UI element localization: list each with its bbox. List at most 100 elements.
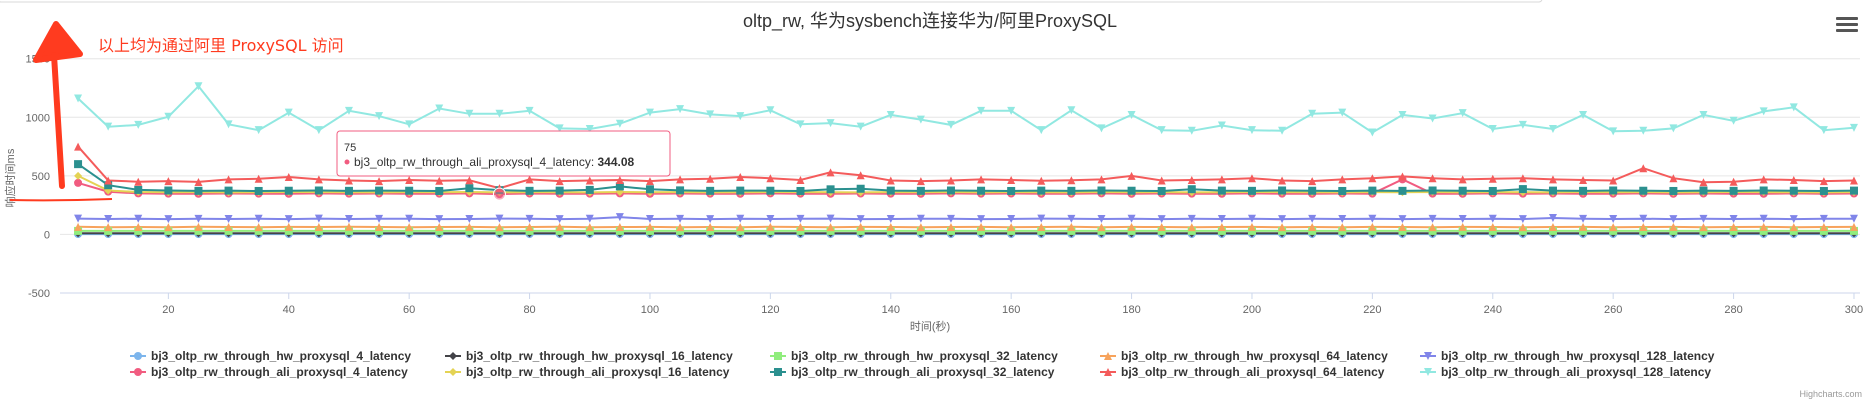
credits[interactable]: Highcharts.com	[1799, 389, 1862, 399]
data-point[interactable]	[1037, 176, 1046, 185]
data-point[interactable]	[254, 186, 263, 195]
data-point[interactable]	[645, 214, 654, 223]
data-point[interactable]	[1609, 176, 1618, 185]
data-point[interactable]	[1849, 123, 1858, 132]
data-point[interactable]	[314, 186, 323, 195]
data-point[interactable]	[886, 186, 895, 195]
data-point[interactable]	[1488, 214, 1497, 223]
data-point[interactable]	[1458, 214, 1467, 223]
data-point[interactable]	[1157, 126, 1166, 135]
data-point[interactable]	[134, 214, 143, 223]
data-point[interactable]	[164, 112, 173, 121]
data-point[interactable]	[555, 222, 564, 231]
data-point[interactable]	[375, 223, 384, 232]
data-point[interactable]	[736, 214, 745, 223]
legend-item[interactable]: bj3_oltp_rw_through_ali_proxysql_64_late…	[1100, 365, 1385, 379]
data-point[interactable]	[1548, 186, 1557, 195]
data-point[interactable]	[1217, 186, 1226, 195]
data-point[interactable]	[916, 177, 925, 186]
data-point[interactable]	[1067, 106, 1076, 115]
data-point[interactable]	[1007, 186, 1016, 195]
data-point[interactable]	[1458, 222, 1467, 231]
data-point[interactable]	[254, 214, 263, 223]
data-point[interactable]	[1007, 106, 1016, 115]
data-point[interactable]	[1424, 368, 1432, 376]
data-point[interactable]	[1548, 125, 1557, 133]
series-line[interactable]	[78, 225, 1855, 229]
data-point[interactable]	[796, 214, 805, 223]
data-point[interactable]	[1157, 215, 1166, 224]
data-point[interactable]	[585, 125, 594, 133]
data-point[interactable]	[525, 175, 534, 184]
data-point[interactable]	[977, 106, 986, 115]
data-point[interactable]	[766, 226, 775, 235]
data-point[interactable]	[1699, 214, 1708, 223]
data-point[interactable]	[344, 176, 353, 185]
legend-item[interactable]: bj3_oltp_rw_through_ali_proxysql_16_late…	[445, 365, 730, 379]
data-point[interactable]	[706, 215, 715, 224]
data-point[interactable]	[645, 177, 654, 186]
data-point[interactable]	[645, 222, 654, 231]
data-point[interactable]	[134, 120, 143, 129]
data-point[interactable]	[104, 176, 113, 185]
data-point[interactable]	[886, 223, 895, 232]
data-point[interactable]	[1639, 126, 1648, 135]
data-point[interactable]	[585, 185, 594, 194]
data-point[interactable]	[1819, 214, 1828, 223]
data-point[interactable]	[74, 94, 83, 103]
data-point[interactable]	[916, 186, 925, 195]
legend-item[interactable]: bj3_oltp_rw_through_ali_proxysql_32_late…	[770, 365, 1055, 379]
data-point[interactable]	[555, 215, 564, 224]
data-point[interactable]	[1368, 214, 1377, 223]
data-point[interactable]	[796, 175, 805, 184]
data-point[interactable]	[1639, 214, 1648, 223]
data-point[interactable]	[676, 214, 685, 223]
data-point[interactable]	[1187, 223, 1196, 232]
data-point[interactable]	[1308, 223, 1317, 232]
data-point[interactable]	[435, 104, 444, 113]
data-point[interactable]	[676, 223, 685, 232]
data-point[interactable]	[344, 222, 353, 231]
data-point[interactable]	[1067, 176, 1076, 185]
data-point[interactable]	[1729, 186, 1738, 195]
data-point[interactable]	[1187, 175, 1196, 184]
data-point[interactable]	[314, 175, 323, 184]
data-point[interactable]	[1037, 186, 1046, 195]
data-point[interactable]	[194, 226, 203, 235]
data-point[interactable]	[465, 184, 474, 193]
data-point[interactable]	[555, 124, 564, 133]
data-point[interactable]	[344, 106, 353, 115]
data-point[interactable]	[1247, 126, 1256, 135]
data-point[interactable]	[254, 174, 263, 183]
data-point[interactable]	[465, 222, 474, 231]
data-point[interactable]	[615, 175, 624, 184]
data-point[interactable]	[314, 223, 323, 232]
data-point[interactable]	[555, 186, 564, 195]
data-point[interactable]	[1669, 124, 1678, 133]
data-point[interactable]	[1819, 126, 1828, 135]
data-point[interactable]	[1729, 223, 1738, 232]
data-point[interactable]	[766, 174, 775, 183]
data-point[interactable]	[585, 176, 594, 185]
data-point[interactable]	[946, 214, 955, 223]
data-point[interactable]	[495, 109, 504, 118]
data-point[interactable]	[1157, 176, 1166, 185]
data-point[interactable]	[886, 110, 895, 119]
data-point[interactable]	[1127, 171, 1136, 180]
data-point[interactable]	[74, 214, 83, 223]
data-point[interactable]	[435, 223, 444, 232]
data-point[interactable]	[736, 173, 745, 182]
data-point[interactable]	[1308, 186, 1317, 195]
data-point[interactable]	[1759, 222, 1768, 231]
data-point[interactable]	[856, 215, 865, 224]
data-point[interactable]	[946, 176, 955, 185]
data-point[interactable]	[916, 214, 925, 223]
data-point[interactable]	[977, 215, 986, 224]
data-point[interactable]	[1699, 110, 1708, 119]
data-point[interactable]	[1789, 186, 1798, 195]
data-point[interactable]	[1458, 175, 1467, 184]
data-point[interactable]	[1518, 174, 1527, 183]
data-point[interactable]	[766, 214, 775, 223]
data-point[interactable]	[615, 182, 624, 191]
data-point[interactable]	[946, 223, 955, 232]
